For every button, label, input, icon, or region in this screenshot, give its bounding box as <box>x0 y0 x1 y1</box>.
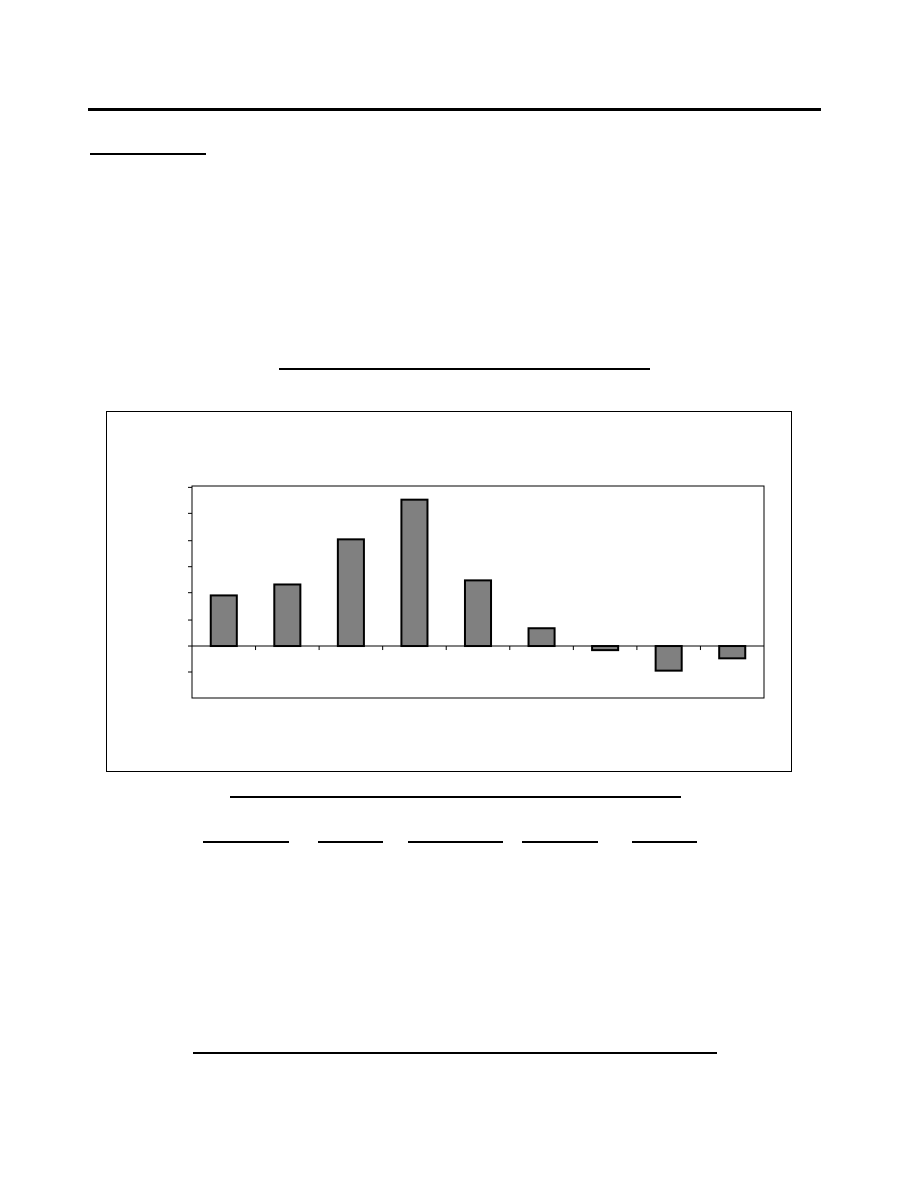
footer-rule <box>193 1052 717 1054</box>
bar-8 <box>654 645 683 672</box>
bar-1 <box>209 594 238 648</box>
section-heading-underline <box>90 153 206 155</box>
bar-5 <box>463 579 493 648</box>
x-axis-ticks <box>255 646 701 651</box>
table-column-header-underline-3 <box>408 841 503 843</box>
table-title-underline <box>230 796 681 798</box>
chart-frame <box>106 411 792 772</box>
table-column-header-underline-2 <box>318 841 383 843</box>
table-column-header-underline-5 <box>632 841 697 843</box>
y-axis-ticks <box>188 486 192 673</box>
table-column-header-underline-1 <box>203 841 289 843</box>
header-rule <box>88 108 821 111</box>
figure-caption-underline <box>279 368 650 370</box>
bar-2 <box>273 583 302 648</box>
bar-3 <box>336 538 365 648</box>
bar-6 <box>527 627 556 648</box>
bar-9 <box>718 645 747 660</box>
bar-4 <box>400 498 429 648</box>
bar-series <box>209 498 747 672</box>
bar-chart <box>188 485 765 699</box>
table-column-header-underline-4 <box>522 841 598 843</box>
bar-7 <box>591 645 620 652</box>
